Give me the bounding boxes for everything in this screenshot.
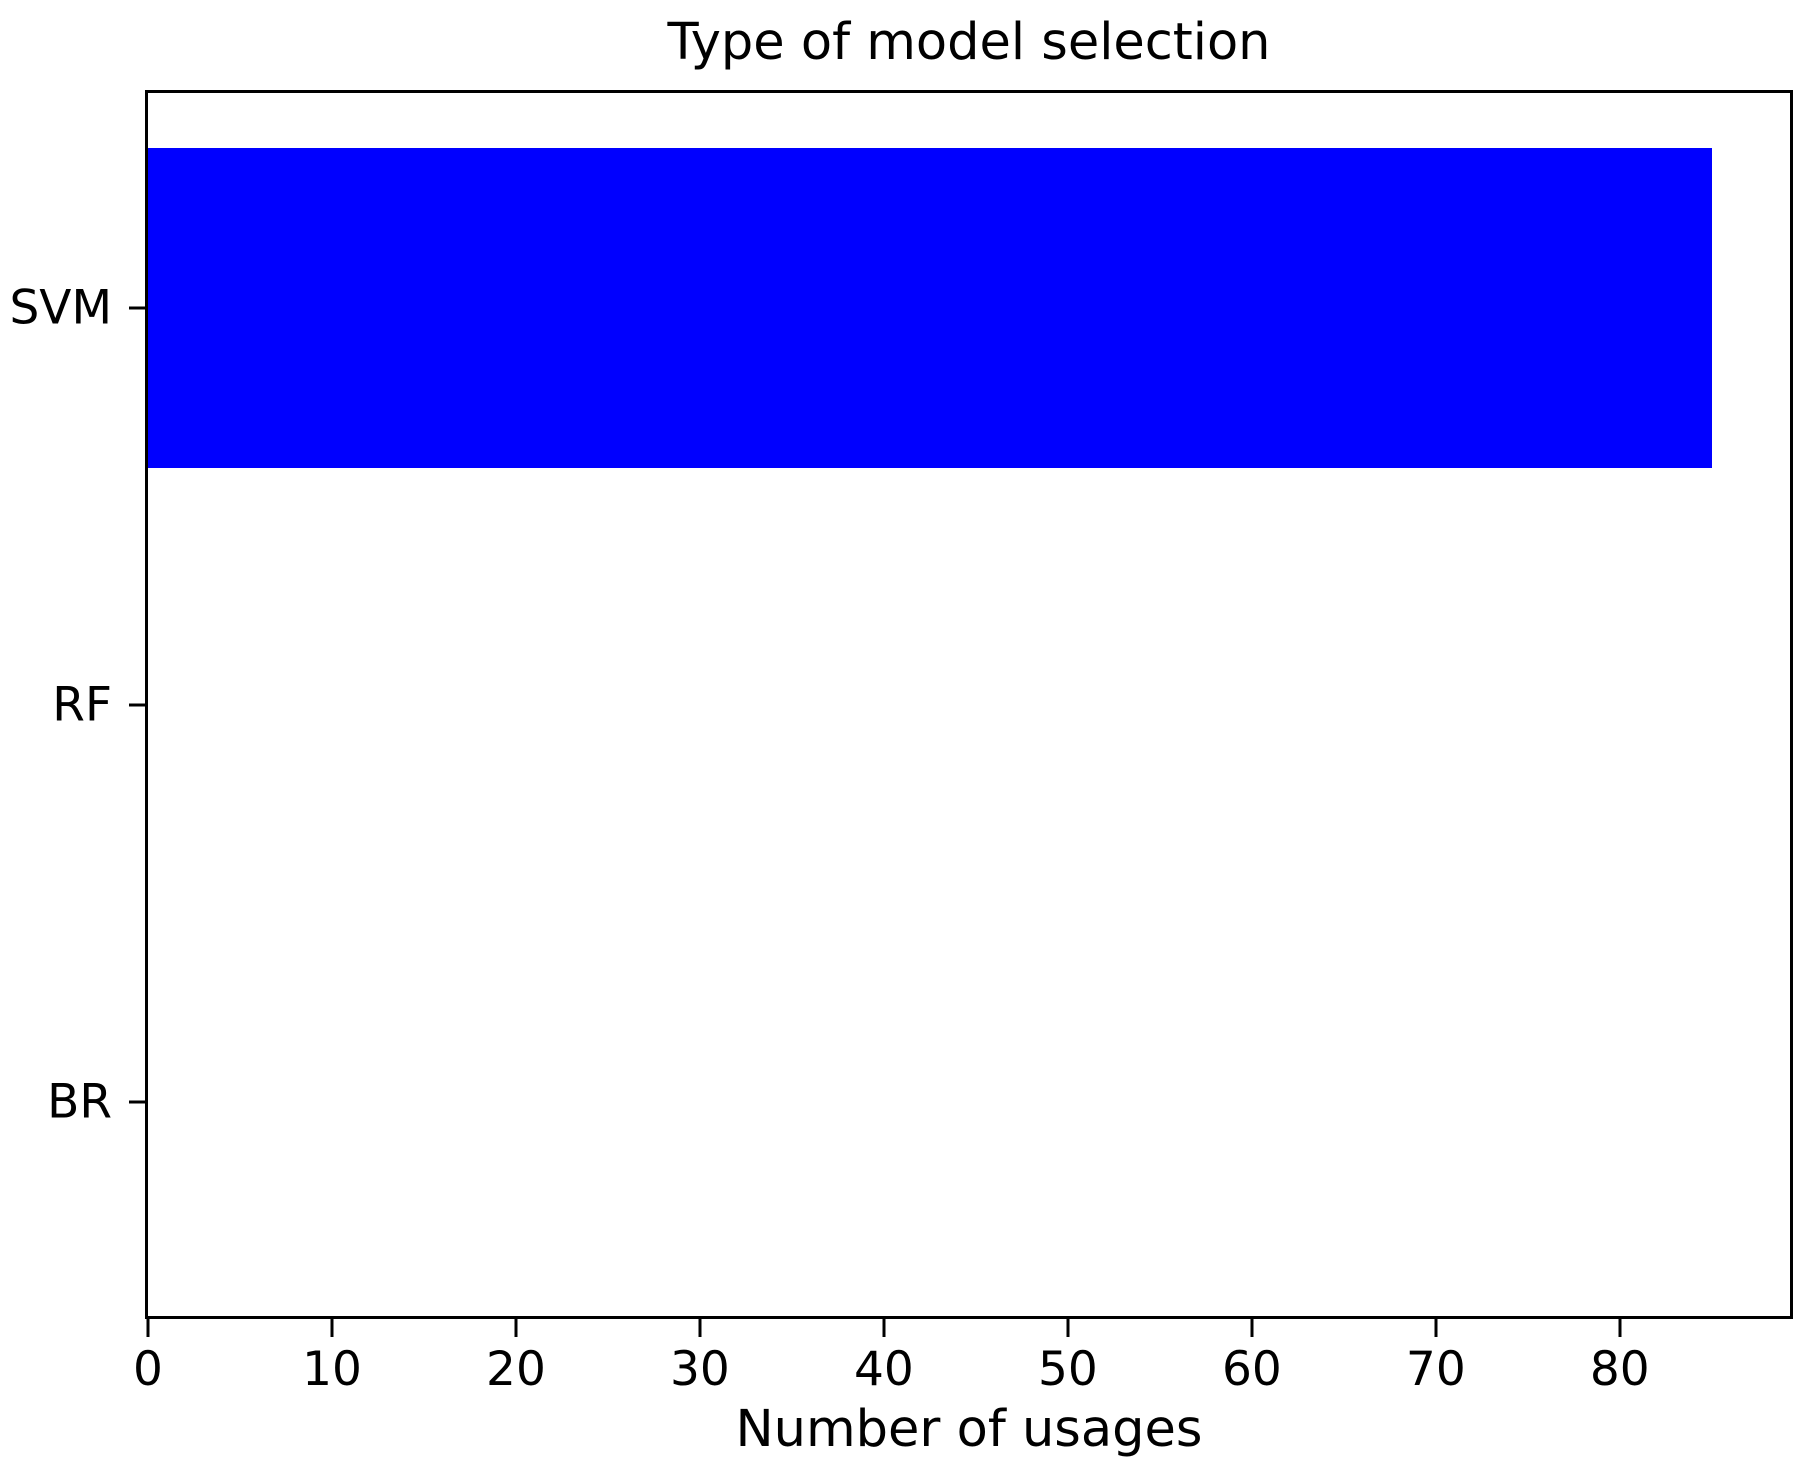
x-tick-label-10: 10 — [302, 1342, 362, 1397]
x-tick-mark — [698, 1319, 702, 1337]
x-tick-mark — [514, 1319, 518, 1337]
x-tick-label-50: 50 — [1037, 1342, 1098, 1397]
x-tick-label-0: 0 — [133, 1342, 163, 1397]
y-tick-label-rf: RF — [52, 677, 112, 733]
x-tick-label-40: 40 — [854, 1342, 914, 1397]
x-tick-mark — [1434, 1319, 1438, 1337]
x-tick-label-20: 20 — [486, 1342, 546, 1397]
y-tick-mark — [129, 306, 146, 310]
x-tick-mark — [1066, 1319, 1070, 1337]
chart-title: Type of model selection — [667, 13, 1271, 72]
x-axis-label: Number of usages — [735, 1400, 1203, 1459]
x-tick-mark — [1250, 1319, 1254, 1337]
plot-area: SVM RF BR 0 10 20 30 40 50 60 70 80 Number of usag… — [9, 90, 1793, 1455]
x-tick-label-30: 30 — [670, 1342, 730, 1397]
y-tick-label-br: BR — [47, 1074, 112, 1130]
x-tick-mark — [1618, 1319, 1622, 1337]
x-tick-label-60: 60 — [1221, 1342, 1282, 1397]
bar-svm — [148, 147, 1712, 469]
x-tick-label-80: 80 — [1589, 1342, 1650, 1397]
x-tick-label-70: 70 — [1405, 1342, 1466, 1397]
y-tick-mark — [129, 703, 146, 707]
y-tick-label-svm: SVM — [9, 280, 112, 336]
x-tick-mark — [146, 1319, 150, 1337]
x-tick-mark — [330, 1319, 334, 1337]
y-tick-mark — [129, 1100, 146, 1104]
x-tick-mark — [882, 1319, 886, 1337]
